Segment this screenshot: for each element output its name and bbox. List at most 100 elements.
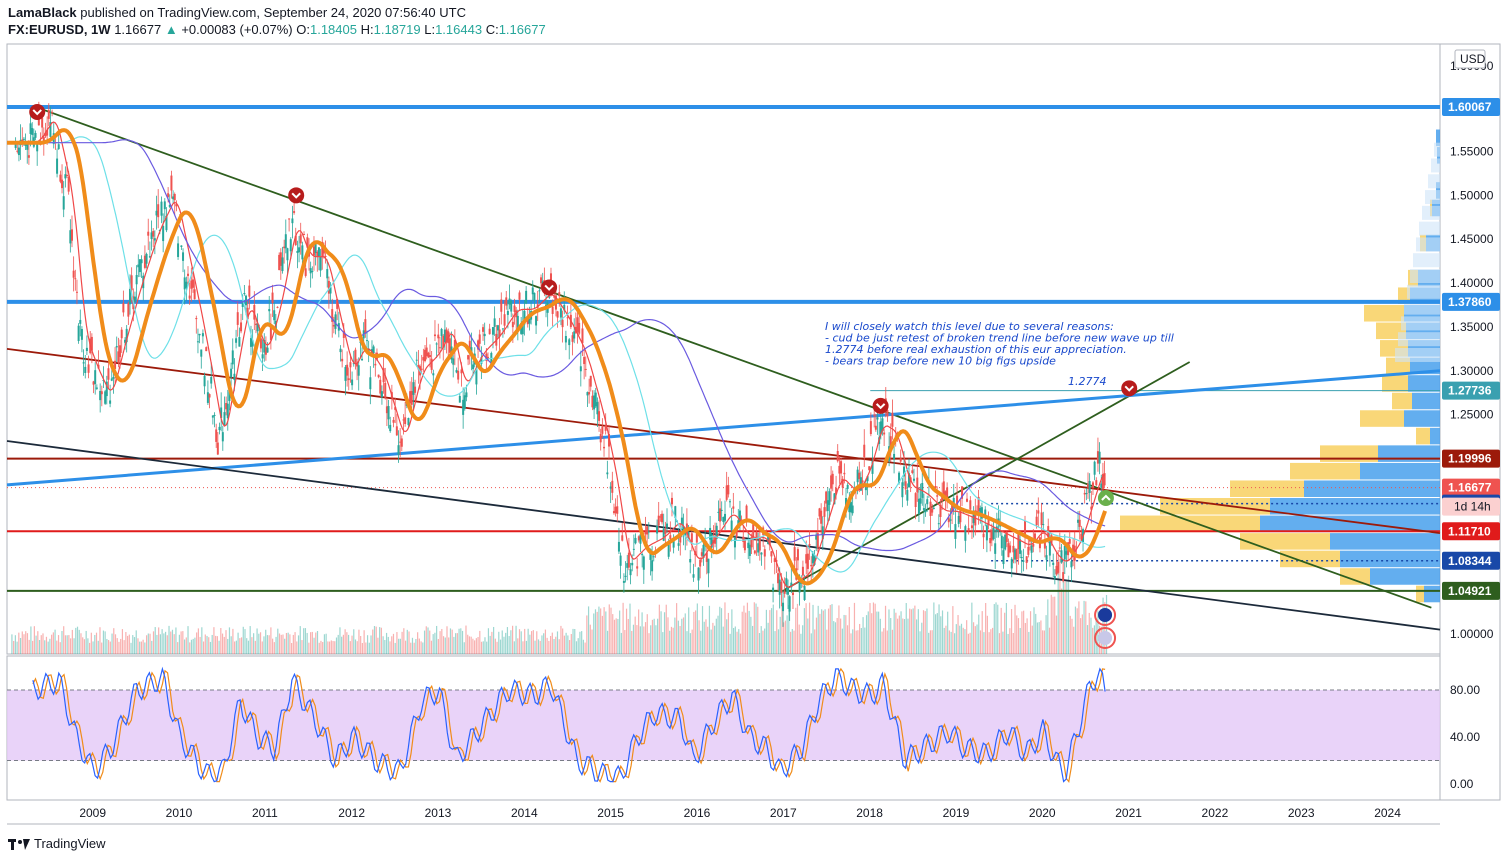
- volume-profile-bar: [1404, 410, 1440, 427]
- candle-body: [636, 566, 639, 569]
- volume-bar: [941, 610, 944, 654]
- candle-body: [1077, 519, 1080, 523]
- volume-bar: [764, 628, 766, 654]
- candle-body: [147, 231, 150, 236]
- volume-bar: [423, 630, 426, 654]
- volume-bar: [910, 609, 913, 654]
- candle-body: [87, 364, 90, 373]
- candle-body: [72, 270, 75, 278]
- candle-body: [591, 395, 594, 408]
- volume-bar: [891, 629, 894, 654]
- volume-bar: [234, 641, 236, 654]
- chevron-down-icon: [875, 403, 886, 410]
- volume-bar: [966, 620, 968, 654]
- candle-body: [22, 138, 25, 140]
- candle-body: [170, 175, 173, 191]
- candle-body: [972, 513, 975, 524]
- candle-body: [616, 506, 619, 514]
- candle-body: [276, 306, 279, 308]
- volume-bar: [190, 639, 193, 654]
- candle-body: [288, 218, 291, 220]
- candle-body: [27, 155, 30, 158]
- annotation-line[interactable]: 1.2774 before real exhaustion of this eu…: [825, 343, 1127, 356]
- candle-body: [177, 243, 180, 257]
- volume-bar: [389, 641, 391, 654]
- candle-body: [478, 334, 481, 344]
- candle-body: [443, 329, 446, 343]
- volume-bar: [1076, 608, 1078, 654]
- candle-body: [820, 510, 823, 524]
- volume-bar: [287, 632, 289, 654]
- volume-bar: [171, 629, 174, 654]
- candle-body: [248, 285, 251, 297]
- volume-bar: [579, 631, 581, 654]
- candle-body: [392, 419, 395, 423]
- sell-marker-icon: [1121, 380, 1138, 397]
- candle-body: [462, 399, 465, 415]
- volume-bar: [1042, 630, 1044, 654]
- ma-long-line: [7, 139, 1106, 552]
- lower-channel-line[interactable]: [6, 440, 1441, 631]
- volume-bar: [460, 628, 462, 654]
- candle-body: [122, 302, 125, 313]
- candle-body: [152, 230, 155, 237]
- candle-body: [566, 317, 569, 319]
- candle-body: [1012, 545, 1015, 553]
- symbol-label[interactable]: FX:EURUSD, 1W: [8, 22, 111, 37]
- volume-bar: [444, 637, 446, 654]
- annotation-line[interactable]: - bears trap before new 10 big figs upsi…: [825, 355, 1056, 368]
- candle-body: [119, 345, 122, 358]
- currency-badge[interactable]: [1454, 49, 1486, 69]
- candle-body: [581, 328, 584, 344]
- volume-bar: [757, 606, 759, 654]
- level-annotation[interactable]: 1.2774: [1068, 375, 1107, 388]
- candle-body: [957, 516, 960, 524]
- volume-bar: [789, 631, 792, 654]
- publisher-name[interactable]: LamaBlack: [8, 5, 77, 20]
- high-value: 1.18719: [373, 22, 421, 37]
- volume-bar: [220, 628, 222, 654]
- candle-body: [526, 318, 529, 325]
- footer-brand[interactable]: TradingView: [8, 836, 106, 851]
- volume-bar: [884, 605, 887, 654]
- currency-label: USD: [1460, 52, 1486, 66]
- candle-body: [433, 334, 436, 337]
- price-label: 1.19996: [1448, 452, 1492, 466]
- candle-body: [424, 349, 427, 362]
- volume-bar: [822, 610, 824, 654]
- volume-bar: [551, 632, 553, 654]
- volume-bar: [413, 642, 415, 654]
- volume-bar: [605, 611, 607, 654]
- volume-bar: [123, 640, 125, 654]
- rsi-line[interactable]: [32, 666, 1106, 783]
- candle-body: [917, 498, 920, 514]
- candle-body: [435, 343, 438, 345]
- candle-body: [705, 552, 708, 562]
- annotation-line[interactable]: I will closely watch this level due to s…: [825, 320, 1114, 333]
- volume-bar: [425, 626, 427, 654]
- volume-bar: [549, 635, 552, 654]
- volume-bar: [177, 642, 179, 654]
- volume-bar: [1029, 611, 1032, 654]
- candle-body: [327, 280, 330, 294]
- volume-bar: [192, 638, 194, 654]
- candle-body: [518, 292, 521, 300]
- candle-body: [798, 579, 801, 593]
- price-pane[interactable]: [6, 43, 1441, 655]
- long-term-descending-line[interactable]: [36, 106, 1432, 609]
- candle-body: [690, 533, 693, 543]
- volume-bar: [1014, 604, 1016, 654]
- volume-bar: [974, 626, 976, 654]
- volume-bar: [1010, 609, 1013, 654]
- rsi-pane[interactable]: [7, 666, 1440, 783]
- rising-blue-trendline-line[interactable]: [6, 369, 1441, 487]
- volume-bar: [206, 635, 208, 654]
- volume-bar: [546, 637, 548, 654]
- volume-bar: [663, 612, 666, 654]
- markers: [29, 103, 1138, 649]
- candle-body: [216, 442, 219, 455]
- candle-body: [205, 347, 208, 352]
- annotation-line[interactable]: - cud be just retest of broken trend lin…: [825, 332, 1174, 345]
- volume-bar: [976, 624, 978, 654]
